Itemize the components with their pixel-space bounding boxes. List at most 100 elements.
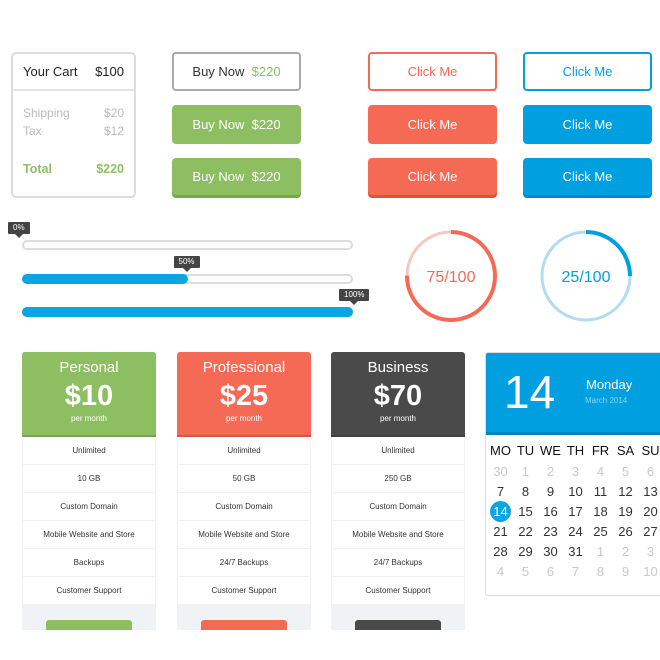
calendar-day[interactable]: 15: [513, 504, 538, 519]
calendar-day[interactable]: 30: [538, 544, 563, 559]
calendar-day[interactable]: 2: [613, 544, 638, 559]
progress-fill: [22, 307, 353, 317]
plan-feature: Customer Support: [332, 577, 464, 605]
plan-select-button[interactable]: [201, 620, 287, 630]
calendar-day[interactable]: 14: [488, 500, 513, 522]
plan-select-button[interactable]: [46, 620, 132, 630]
buy-now-button[interactable]: Buy Now $220: [172, 105, 301, 144]
plan-feature: 250 GB: [332, 465, 464, 493]
calendar-day-number-label: 4: [596, 463, 605, 479]
calendar-day-number-label: 2: [621, 543, 630, 559]
weekday-header: SU: [641, 443, 660, 458]
calendar-day[interactable]: 6: [638, 464, 660, 479]
buy-now-price: $220: [251, 64, 281, 79]
calendar-day[interactable]: 1: [513, 464, 538, 479]
calendar-day[interactable]: 21: [488, 524, 513, 539]
calendar-day[interactable]: 3: [563, 464, 588, 479]
calendar-day[interactable]: 12: [613, 484, 638, 499]
calendar-day[interactable]: 5: [513, 564, 538, 579]
calendar-day-number-label: 8: [521, 483, 530, 499]
calendar-day[interactable]: 30: [488, 464, 513, 479]
calendar-day[interactable]: 8: [513, 484, 538, 499]
calendar-day[interactable]: 4: [588, 464, 613, 479]
plan-price: $70: [373, 380, 423, 412]
weekday-header: FR: [591, 443, 610, 458]
calendar-weekday: Monday: [586, 377, 633, 392]
calendar-day[interactable]: 13: [638, 484, 660, 499]
calendar-day[interactable]: 10: [563, 484, 588, 499]
calendar-day-number-label: 30: [493, 463, 508, 479]
calendar-day[interactable]: 26: [613, 524, 638, 539]
plan-name: Business: [367, 359, 429, 376]
calendar-day[interactable]: 3: [638, 544, 660, 559]
calendar-day[interactable]: 18: [588, 504, 613, 519]
calendar-day-number-label: 7: [571, 563, 580, 579]
calendar-day[interactable]: 1: [588, 544, 613, 559]
click-me-outline-red-button[interactable]: Click Me: [368, 52, 497, 91]
calendar-day-number-label: 20: [643, 503, 658, 519]
calendar-day[interactable]: 2: [538, 464, 563, 479]
click-me-blue-button[interactable]: Click Me: [523, 105, 652, 144]
calendar-day-number-label: 2: [546, 463, 555, 479]
tax-value: $12: [103, 124, 124, 138]
cart-summary: Your Cart $100 Shipping $20 Tax $12 Total $2…: [11, 52, 136, 198]
calendar-day[interactable]: 7: [563, 564, 588, 579]
calendar-day[interactable]: 6: [538, 564, 563, 579]
calendar-day-number-label: 27: [643, 523, 658, 539]
click-me-red-raised-button[interactable]: Click Me: [368, 158, 497, 195]
calendar-day[interactable]: 7: [488, 484, 513, 499]
calendar-day[interactable]: 24: [563, 524, 588, 539]
click-me-red-button[interactable]: Click Me: [368, 105, 497, 144]
click-me-blue-raised-button[interactable]: Click Me: [523, 158, 652, 195]
calendar-day-number-label: 13: [643, 483, 658, 499]
calendar-day-number-label: 1: [596, 543, 605, 559]
calendar-day[interactable]: 27: [638, 524, 660, 539]
calendar-day[interactable]: 29: [513, 544, 538, 559]
plan-feature: Custom Domain: [178, 493, 310, 521]
weekday-header: SA: [616, 443, 635, 458]
calendar-day[interactable]: 23: [538, 524, 563, 539]
calendar-day-number-label: 18: [593, 503, 608, 519]
calendar-day[interactable]: 22: [513, 524, 538, 539]
buy-now-price: $220: [251, 169, 281, 184]
calendar-day-number-label: 5: [621, 463, 630, 479]
calendar-day[interactable]: 20: [638, 504, 660, 519]
buy-now-raised-button[interactable]: Buy Now $220: [172, 158, 301, 195]
calendar-day-number-label: 30: [543, 543, 558, 559]
gauge-arc: [540, 230, 632, 322]
calendar-day[interactable]: 19: [613, 504, 638, 519]
calendar-day-number-label: 23: [543, 523, 558, 539]
calendar-day[interactable]: 11: [588, 484, 613, 499]
calendar-day[interactable]: 31: [563, 544, 588, 559]
gauge-arc: [405, 230, 497, 322]
calendar-day[interactable]: 16: [538, 504, 563, 519]
calendar-day[interactable]: 8: [588, 564, 613, 579]
plan-feature: Mobile Website and Store: [23, 521, 155, 549]
buy-now-outline-button[interactable]: Buy Now $220: [172, 52, 301, 91]
plan-feature: 24/7 Backups: [178, 549, 310, 577]
calendar-day[interactable]: 17: [563, 504, 588, 519]
weekday-header: WE: [540, 443, 561, 458]
calendar-day-number-label: 4: [496, 563, 505, 579]
calendar-day[interactable]: 25: [588, 524, 613, 539]
calendar-day-number-label: 24: [568, 523, 583, 539]
calendar-day[interactable]: 4: [488, 564, 513, 579]
gauges: 75/100 25/100: [405, 230, 632, 322]
buy-now-label: Buy Now: [192, 64, 245, 79]
plan-feature: Custom Domain: [332, 493, 464, 521]
plan-feature: Customer Support: [23, 577, 155, 605]
calendar-day-number-label: 28: [493, 543, 508, 559]
calendar-day[interactable]: 28: [488, 544, 513, 559]
calendar-day[interactable]: 5: [613, 464, 638, 479]
buy-now-price: $220: [251, 117, 281, 132]
calendar-day-number-label: 9: [546, 483, 555, 499]
calendar-day[interactable]: 9: [538, 484, 563, 499]
calendar-day[interactable]: 9: [613, 564, 638, 579]
plan-price: $10: [64, 380, 114, 412]
plan-feature: Mobile Website and Store: [332, 521, 464, 549]
calendar-day[interactable]: 10: [638, 564, 660, 579]
calendar-day-number-label: 3: [571, 463, 580, 479]
click-me-outline-blue-button[interactable]: Click Me: [523, 52, 652, 91]
plan-select-button[interactable]: [355, 620, 441, 630]
calendar-day-number-label: 25: [593, 523, 608, 539]
